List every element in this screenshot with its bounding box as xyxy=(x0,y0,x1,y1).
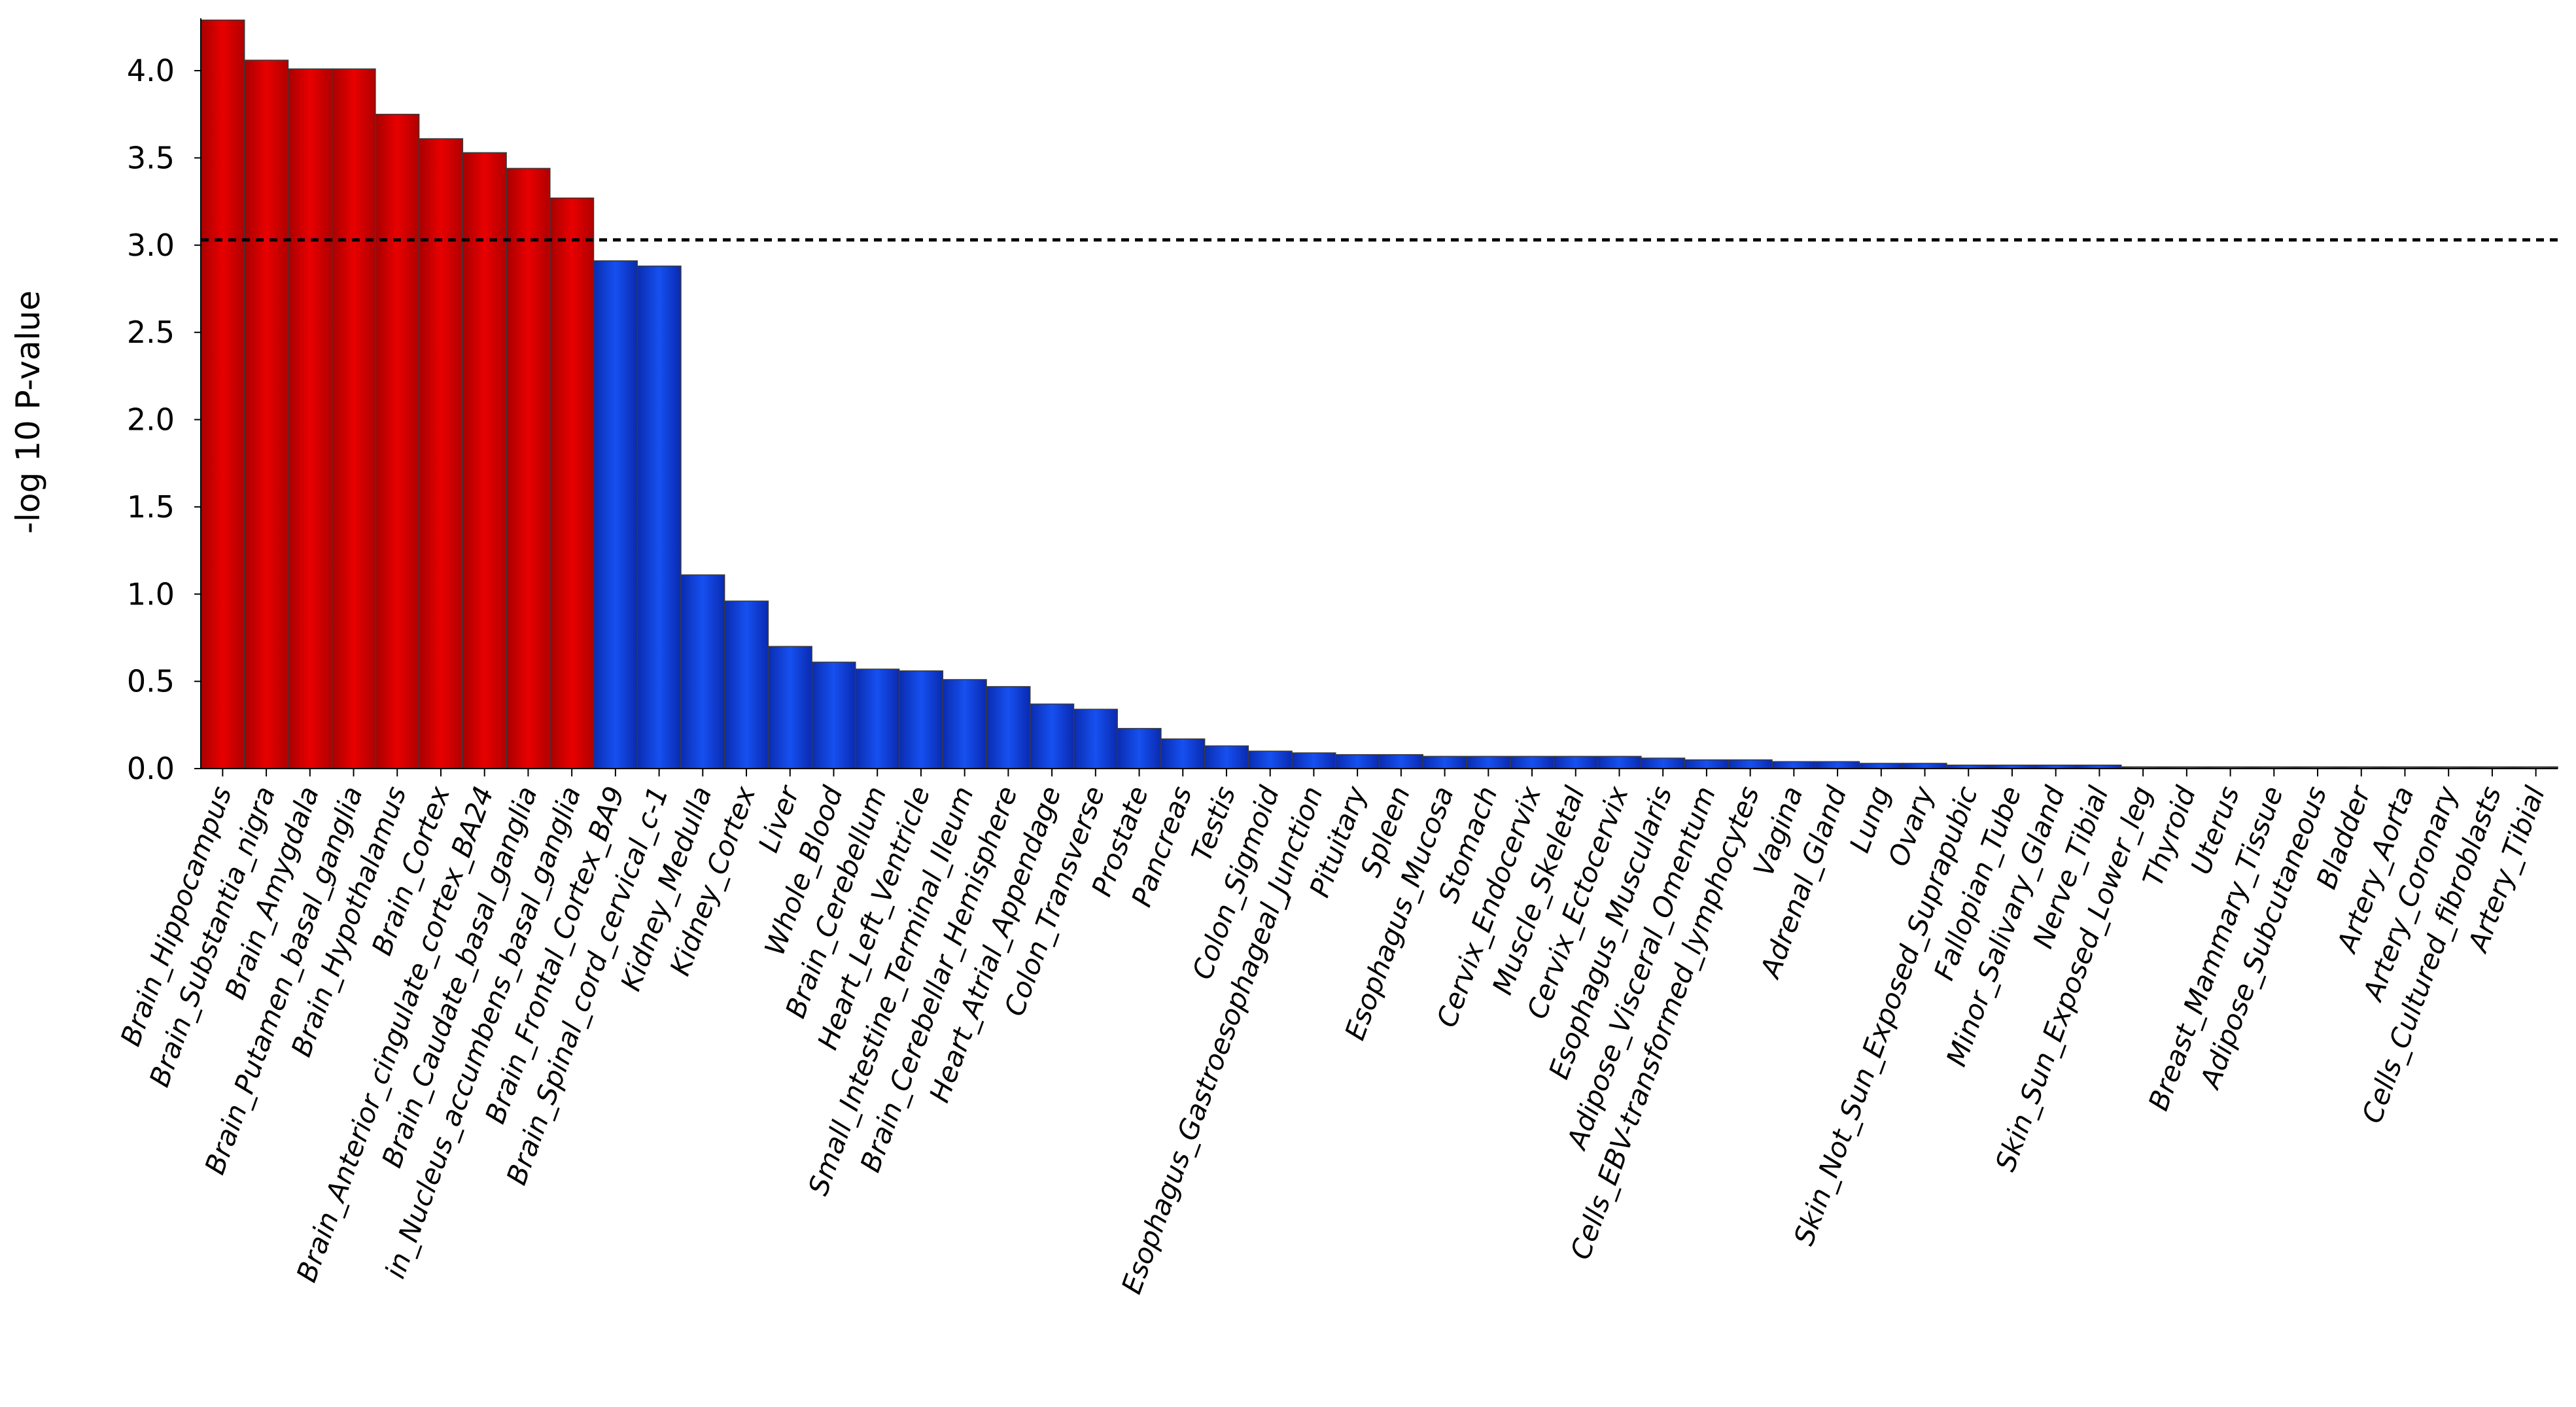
bar-29 xyxy=(1466,756,1511,769)
bar-2 xyxy=(287,68,332,769)
y-tick-label-0: 0.0 xyxy=(127,751,175,786)
bar-7 xyxy=(506,167,551,769)
y-tick-label-7: 3.5 xyxy=(127,140,175,175)
bar-34 xyxy=(1684,759,1730,769)
y-tick-label-3: 1.5 xyxy=(127,489,175,525)
bar-5 xyxy=(418,138,464,769)
bar-38 xyxy=(1858,763,1904,769)
bar-32 xyxy=(1597,756,1642,769)
bar-3 xyxy=(331,68,376,769)
bar-13 xyxy=(767,646,812,769)
bar-37 xyxy=(1815,761,1860,769)
bar-14 xyxy=(811,661,856,769)
bar-16 xyxy=(898,670,944,769)
y-tick-label-1: 0.5 xyxy=(127,664,175,699)
bar-21 xyxy=(1117,727,1162,769)
bar-26 xyxy=(1335,754,1380,769)
y-tick-label-4: 2.0 xyxy=(127,402,175,438)
bar-0 xyxy=(200,19,245,769)
bars-group xyxy=(200,19,2558,769)
bar-24 xyxy=(1247,750,1293,769)
bar-1 xyxy=(243,60,289,769)
bar-15 xyxy=(855,669,900,769)
bar-30 xyxy=(1509,756,1555,769)
y-tick-label-5: 2.5 xyxy=(127,315,175,350)
bar-12 xyxy=(723,600,769,769)
bar-23 xyxy=(1204,745,1249,769)
bar-17 xyxy=(942,679,987,769)
bar-33 xyxy=(1641,757,1686,769)
y-tick-label-2: 1.0 xyxy=(127,576,175,612)
bar-8 xyxy=(549,197,595,769)
y-tick-label-8: 4.0 xyxy=(127,53,175,88)
bar-25 xyxy=(1291,752,1336,769)
bar-22 xyxy=(1160,738,1206,769)
y-axis: 0.0 0.5 1.0 1.5 2.0 2.5 3.0 3.5 4.0 xyxy=(127,18,201,786)
bar-9 xyxy=(593,260,638,769)
y-tick-label-6: 3.0 xyxy=(127,228,175,263)
bar-20 xyxy=(1073,708,1118,769)
bar-11 xyxy=(680,574,725,769)
bar-35 xyxy=(1728,759,1773,769)
bar-19 xyxy=(1029,703,1075,769)
bar-28 xyxy=(1422,756,1467,769)
bar-39 xyxy=(1902,763,1947,769)
x-axis: Brain_HippocampusBrain_Substantia_nigraB… xyxy=(114,768,2558,1298)
y-axis-title: -log 10 P-value xyxy=(9,290,47,534)
bar-31 xyxy=(1553,756,1598,769)
bar-4 xyxy=(375,113,420,769)
bar-6 xyxy=(462,152,507,769)
bar-36 xyxy=(1771,761,1817,769)
bar-10 xyxy=(636,266,682,769)
bar-27 xyxy=(1378,754,1423,769)
bar-18 xyxy=(986,686,1031,769)
